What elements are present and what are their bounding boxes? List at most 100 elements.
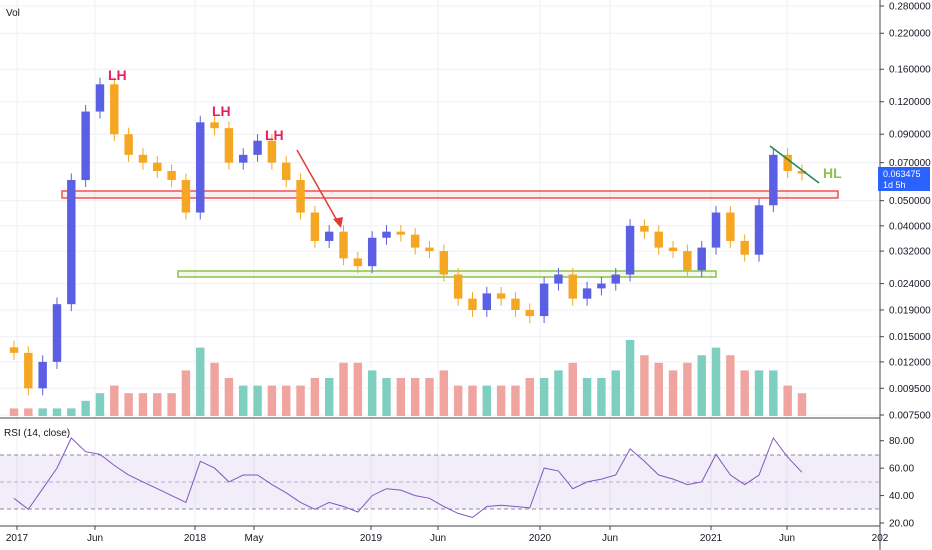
time-tick-label: Jun — [87, 533, 103, 544]
candle-body — [339, 231, 348, 259]
candle-body — [568, 274, 577, 299]
volume-bar — [95, 393, 105, 416]
price-tick-label: 0.050000 — [889, 196, 931, 207]
rsi-tick-label: 40.00 — [889, 491, 914, 502]
rsi-tick-label: 80.00 — [889, 436, 914, 447]
price-tick-label: 0.280000 — [889, 2, 931, 13]
volume-bar — [468, 385, 477, 416]
volume-bar — [267, 385, 277, 416]
candle-body — [625, 225, 635, 275]
price-tick-label: 0.019000 — [889, 305, 931, 316]
candle-body — [697, 247, 706, 271]
candle-body — [210, 122, 219, 129]
candle-body — [24, 352, 33, 389]
price-tick-label: 0.009500 — [889, 384, 931, 395]
volume-bar — [52, 408, 62, 416]
time-tick-label: Jun — [430, 533, 446, 544]
volume-pane-label: Vol — [6, 8, 20, 19]
rsi-tick-label: 60.00 — [889, 464, 914, 475]
time-tick-label: 2020 — [529, 533, 552, 544]
candle-body — [281, 162, 291, 181]
volume-bar — [382, 378, 391, 416]
candle-body — [95, 84, 105, 112]
candle-body — [153, 162, 162, 172]
candle-body — [554, 274, 563, 284]
volume-bar — [38, 408, 47, 416]
volume-bar — [367, 370, 377, 416]
time-tick-label: 2021 — [700, 533, 723, 544]
time-tick-label: Jun — [779, 533, 795, 544]
downtrend-arrow-line — [296, 149, 340, 225]
volume-bar — [239, 385, 248, 416]
candle-body — [367, 237, 377, 267]
resistance-zone — [61, 190, 839, 199]
volume-bar — [196, 347, 205, 416]
last-price-countdown: 1d 5h — [883, 180, 906, 190]
candles — [9, 77, 807, 396]
candle-body — [296, 180, 305, 213]
volume-bar — [138, 393, 148, 416]
volume-bar — [654, 362, 663, 416]
candle-body — [668, 247, 678, 252]
candle-body — [640, 225, 649, 232]
volume-bar — [582, 378, 592, 416]
volume-bar — [310, 378, 320, 416]
volume-bar — [153, 393, 162, 416]
volume-bar — [783, 385, 792, 416]
time-tick-label: Jun — [602, 533, 618, 544]
time-tick-label: 2019 — [360, 533, 383, 544]
candle-body — [582, 288, 592, 299]
volume-bar — [224, 378, 234, 416]
candle-body — [769, 154, 778, 206]
volume-bar — [110, 385, 119, 416]
volume-bar — [726, 355, 735, 416]
rsi-tick-label: 20.00 — [889, 519, 914, 530]
volume-bar — [181, 370, 191, 416]
volume-bar — [24, 408, 33, 416]
candle-body — [167, 171, 176, 181]
volume-bar — [9, 408, 19, 416]
candle-body — [425, 247, 434, 252]
price-tick-label: 0.120000 — [889, 97, 931, 108]
volume-bar — [339, 362, 348, 416]
candle-body — [496, 293, 506, 299]
volume-bar — [167, 393, 176, 416]
candle-body — [726, 212, 735, 241]
candle-body — [654, 231, 663, 248]
candle-body — [310, 212, 320, 241]
volume-bar — [253, 385, 262, 416]
volume-bar — [754, 370, 764, 416]
volume-bar — [597, 378, 606, 416]
rsi-pane-label: RSI (14, close) — [4, 428, 71, 439]
volume-bar — [482, 385, 492, 416]
candle-body — [740, 240, 749, 255]
candle-body — [396, 231, 406, 235]
price-tick-label: 0.015000 — [889, 332, 931, 343]
annotation-lh-2: LH — [212, 103, 231, 119]
annotation-lh-1: LH — [108, 67, 127, 83]
candle-body — [196, 122, 205, 213]
candle-body — [67, 180, 76, 305]
candle-body — [38, 361, 47, 389]
volume-bar — [281, 385, 291, 416]
volume-bar — [568, 362, 577, 416]
volume-bar — [539, 378, 549, 416]
candle-body — [754, 205, 764, 255]
time-tick-label: May — [245, 533, 264, 544]
volume-bar — [611, 370, 620, 416]
annotation-hl: HL — [823, 165, 842, 181]
rsi-line — [13, 436, 803, 519]
candle-body — [597, 283, 606, 289]
candle-body — [267, 140, 277, 163]
candle-body — [683, 251, 692, 271]
volume-bars — [9, 340, 807, 416]
candle-body — [353, 258, 363, 267]
price-tick-label: 0.007500 — [889, 411, 931, 422]
candle-body — [783, 154, 792, 172]
candle-body — [482, 293, 492, 310]
candle-body — [611, 274, 620, 284]
price-tick-label: 0.090000 — [889, 130, 931, 141]
price-tick-label: 0.032000 — [889, 247, 931, 258]
candle-body — [253, 140, 262, 155]
